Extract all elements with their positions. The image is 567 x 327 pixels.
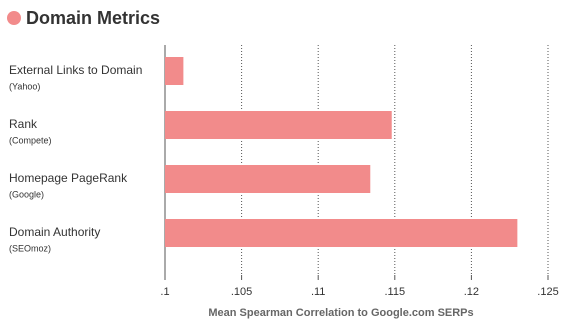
bar [165,219,518,247]
y-tick-label: Homepage PageRank [9,171,128,185]
y-tick-label: External Links to Domain [9,63,142,77]
x-tick-label: .125 [537,286,558,298]
bar [165,57,184,85]
x-tick-label: .115 [385,286,406,298]
y-tick-sublabel: (Google) [9,189,44,199]
x-tick-label: .12 [464,286,479,298]
y-tick-sublabel: (SEOmoz) [9,243,51,253]
y-tick-label: Domain Authority [9,225,100,239]
y-tick-sublabel: (Compete) [9,135,52,145]
bar [165,111,392,139]
x-axis-label: Mean Spearman Correlation to Google.com … [208,307,473,319]
y-tick-label: Rank [9,117,38,131]
x-tick-label: .11 [311,286,325,298]
y-tick-sublabel: (Yahoo) [9,81,40,91]
x-tick-label: .105 [231,286,252,298]
bar [165,165,371,193]
chart-title: Domain Metrics [26,8,160,28]
x-tick-label: .1 [160,286,169,298]
title-icon [7,11,21,25]
